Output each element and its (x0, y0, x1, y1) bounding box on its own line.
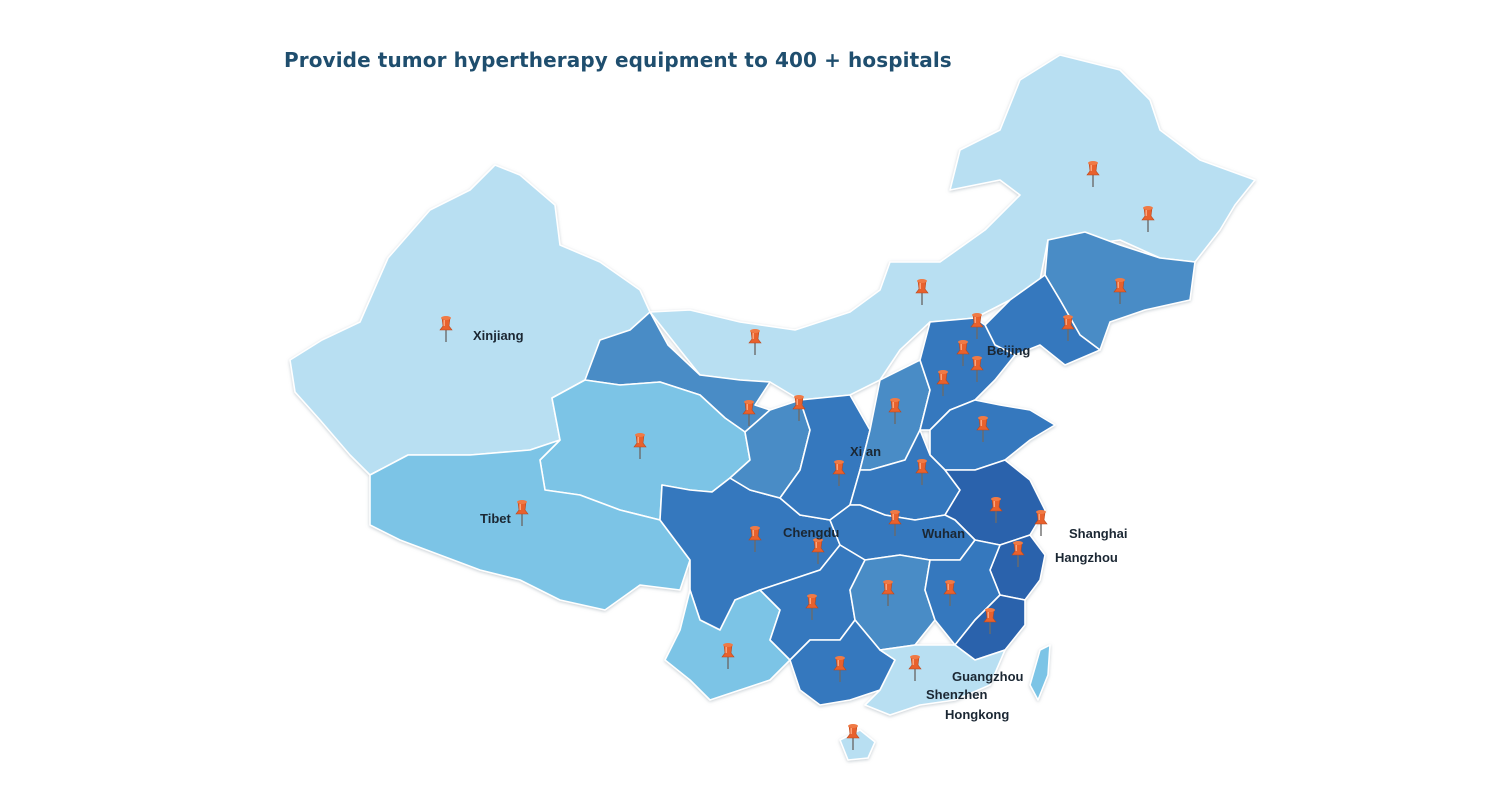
region-hainan[interactable] (839, 729, 876, 761)
pushpin-icon (792, 395, 806, 421)
label-tibet: Tibet (480, 511, 511, 526)
pushpin-icon (439, 316, 453, 342)
label-wuhan: Wuhan (922, 526, 965, 541)
pushpin-icon (970, 356, 984, 382)
pin-layer (439, 161, 1155, 750)
pushpin-icon (832, 460, 846, 486)
label-hongkong: Hongkong (945, 707, 1009, 722)
pushpin-icon (943, 580, 957, 606)
pushpin-icon (1034, 510, 1048, 536)
pushpin-icon (748, 526, 762, 552)
pushpin-icon (989, 497, 1003, 523)
pushpin-icon (1141, 206, 1155, 232)
label-guangzhou: Guangzhou (952, 669, 1024, 684)
pushpin-icon (805, 594, 819, 620)
pushpin-icon (515, 500, 529, 526)
pushpin-icon (748, 329, 762, 355)
label-chengdu: Chengdu (783, 525, 839, 540)
pushpin-icon (888, 398, 902, 424)
pushpin-icon (1011, 541, 1025, 567)
pushpin-icon (908, 655, 922, 681)
label-hangzhou: Hangzhou (1055, 550, 1118, 565)
pushpin-icon (888, 510, 902, 536)
label-xian: Xi an (850, 444, 881, 459)
label-shenzhen: Shenzhen (926, 687, 987, 702)
pushpin-icon (1086, 161, 1100, 187)
pushpin-icon (976, 416, 990, 442)
pushpin-icon (1113, 278, 1127, 304)
page-title: Provide tumor hypertherapy equipment to … (284, 48, 952, 72)
region-shandong[interactable] (929, 399, 1056, 471)
region-taiwan[interactable] (1029, 644, 1051, 701)
pushpin-icon (956, 340, 970, 366)
pushpin-icon (915, 459, 929, 485)
pushpin-icon (1061, 315, 1075, 341)
label-shanghai: Shanghai (1069, 526, 1128, 541)
pushpin-icon (881, 580, 895, 606)
pushpin-icon (833, 656, 847, 682)
pushpin-icon (970, 313, 984, 339)
pushpin-icon (811, 538, 825, 564)
label-xinjiang: Xinjiang (473, 328, 524, 343)
pushpin-icon (846, 724, 860, 750)
region-guangdong[interactable] (864, 644, 1006, 716)
pushpin-icon (983, 608, 997, 634)
label-beijing: Beijing (987, 343, 1030, 358)
pushpin-icon (936, 370, 950, 396)
pushpin-icon (633, 433, 647, 459)
region-hunan[interactable] (849, 554, 936, 651)
region-inner-mongolia[interactable] (649, 54, 1256, 401)
pushpin-icon (915, 279, 929, 305)
pushpin-icon (742, 400, 756, 426)
pushpin-icon (721, 643, 735, 669)
